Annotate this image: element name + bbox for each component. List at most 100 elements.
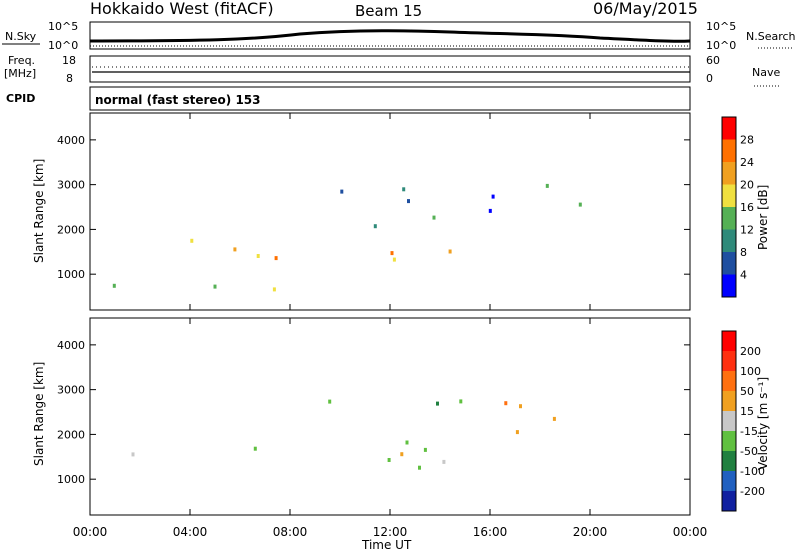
heatmap-cell — [387, 458, 391, 462]
power-ylabel: Slant Range [km] — [32, 159, 46, 263]
heatmap-cell — [436, 401, 439, 406]
x-tick-label: 04:00 — [173, 525, 208, 539]
heatmap-cell — [418, 465, 421, 470]
colorbar-tick-label: 28 — [740, 134, 754, 147]
heatmap-cell — [448, 249, 452, 254]
heatmap-cell — [272, 287, 276, 292]
power-y-axis: 1000 2000 3000 4000 — [57, 134, 690, 281]
nsky-right-tick-top: 10^5 — [706, 20, 736, 33]
velocity-colorbar: 200 100 50 15 -15 -50 -100 -200 — [721, 330, 765, 512]
power-frame — [89, 112, 691, 311]
colorbar-swatch — [722, 451, 736, 471]
heatmap-cell — [405, 440, 409, 445]
y-tick-label: 1000 — [57, 268, 85, 281]
x-tick-label: 00:00 — [73, 525, 108, 539]
nsky-panel-frame — [89, 21, 691, 50]
x-tick-label: 00:00 — [673, 525, 708, 539]
nsky-trace — [89, 29, 691, 43]
x-axis: 00:00 04:00 08:00 12:00 16:00 20:00 00:00 — [73, 113, 708, 539]
colorbar-swatch — [722, 391, 736, 411]
colorbar-swatch — [722, 411, 736, 431]
colorbar-swatch — [722, 351, 736, 371]
heatmap-cell — [253, 446, 257, 451]
heatmap-cell — [459, 399, 463, 404]
colorbar-swatch — [722, 207, 736, 230]
freq-tick-top: 18 — [62, 54, 76, 67]
y-tick-label: 2000 — [57, 223, 85, 236]
x-tick-label: 12:00 — [373, 525, 408, 539]
colorbar-swatch — [722, 471, 736, 491]
colorbar-tick-label: -100 — [740, 465, 765, 478]
velocity-frame — [89, 317, 691, 516]
x-tick-label: 20:00 — [573, 525, 608, 539]
y-tick-label: 4000 — [57, 339, 85, 352]
heatmap-cell — [392, 257, 396, 262]
colorbar-tick-label: 4 — [740, 269, 747, 282]
heatmap-cell — [504, 401, 508, 406]
y-tick-label: 3000 — [57, 179, 85, 192]
colorbar-tick-label: -50 — [740, 445, 758, 458]
heatmap-cell — [256, 254, 260, 258]
colorbar-tick-label: 200 — [740, 345, 761, 358]
colorbar-tick-label: 50 — [740, 385, 754, 398]
heatmap-cell — [328, 399, 332, 404]
x-tick-label: 08:00 — [273, 525, 308, 539]
power-heatmap — [112, 183, 582, 292]
y-tick-label: 1000 — [57, 473, 85, 486]
nsky-label: N.Sky — [5, 30, 37, 43]
y-tick-label: 4000 — [57, 134, 85, 147]
heatmap-cell — [515, 430, 519, 435]
date-label: 06/May/2015 — [593, 0, 698, 18]
colorbar-tick-label: -200 — [740, 485, 765, 498]
x-tick-label: 16:00 — [473, 525, 508, 539]
heatmap-cell — [402, 187, 406, 192]
power-panel: 1000 2000 3000 4000 Slant Range [km] 4 8 12 16… — [32, 112, 770, 311]
colorbar-tick-label: 20 — [740, 179, 754, 192]
heatmap-cell — [407, 199, 410, 204]
colorbar-tick-label: 24 — [740, 156, 754, 169]
cpid-value: normal (fast stereo) 153 — [95, 93, 261, 107]
colorbar-swatch — [722, 252, 736, 275]
colorbar-swatch — [722, 117, 736, 140]
heatmap-cell — [390, 251, 394, 256]
heatmap-cell — [552, 416, 556, 421]
velocity-panel: 1000 2000 3000 4000 Slant Range [km] 200 100… — [32, 317, 770, 516]
heatmap-cell — [491, 194, 495, 199]
colorbar-tick-label: -15 — [740, 425, 758, 438]
cpid-panel-frame — [89, 86, 691, 111]
heatmap-cell — [112, 283, 116, 288]
colorbar-tick-label: 100 — [740, 365, 761, 378]
nave-tick-top: 60 — [706, 54, 720, 67]
velocity-cbar-label: Velocity [m s⁻¹] — [756, 377, 770, 470]
cpid-label: CPID — [6, 92, 35, 105]
heatmap-cell — [131, 452, 135, 457]
heatmap-cell — [442, 459, 446, 464]
beam-label: Beam 15 — [355, 2, 422, 20]
power-colorbar: 4 8 12 16 20 24 28 — [721, 116, 754, 298]
nsky-right-tick-bottom: 10^0 — [706, 39, 736, 52]
heatmap-cell — [578, 202, 582, 207]
nsky-tick-top: 10^5 — [48, 20, 78, 33]
velocity-ylabel: Slant Range [km] — [32, 362, 46, 466]
colorbar-frame — [721, 116, 737, 298]
heatmap-cell — [488, 208, 492, 213]
velocity-y-axis: 1000 2000 3000 4000 — [57, 339, 690, 486]
colorbar-tick-label: 12 — [740, 224, 754, 237]
freq-panel-frame — [89, 55, 691, 83]
heatmap-cell — [190, 238, 194, 243]
nsky-tick-bottom: 10^0 — [48, 39, 78, 52]
colorbar-swatch — [722, 184, 736, 207]
freq-label-2: [MHz] — [4, 67, 36, 80]
freq-label-1: Freq. — [8, 54, 35, 67]
power-cbar-label: Power [dB] — [756, 185, 770, 250]
velocity-heatmap — [131, 399, 556, 470]
y-tick-label: 3000 — [57, 384, 85, 397]
nave-tick-bottom: 0 — [706, 72, 713, 85]
y-tick-label: 2000 — [57, 428, 85, 441]
colorbar-swatch — [722, 229, 736, 252]
colorbar-tick-label: 8 — [740, 246, 747, 259]
colorbar-tick-label: 15 — [740, 405, 754, 418]
heatmap-cell — [423, 447, 427, 452]
colorbar-swatch — [722, 331, 736, 351]
x-axis-label: Time UT — [361, 538, 412, 552]
